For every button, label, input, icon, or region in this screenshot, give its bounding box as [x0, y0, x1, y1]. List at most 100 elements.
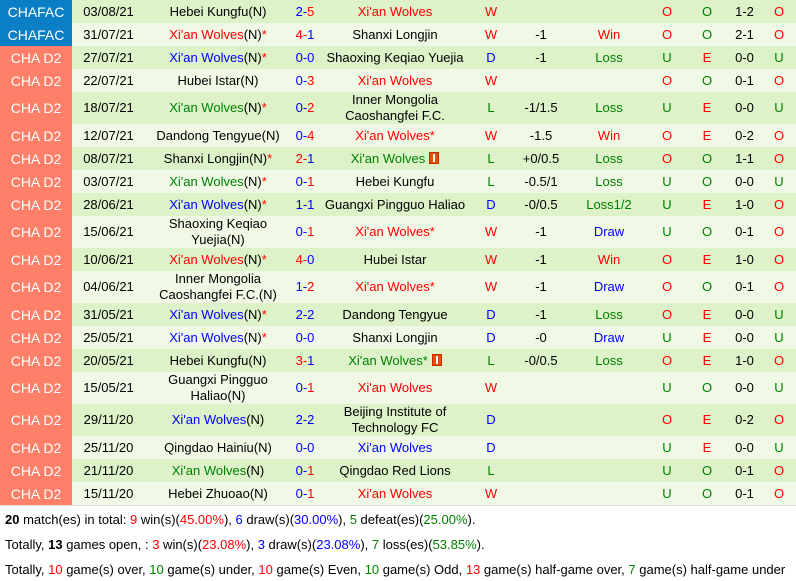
score-cell[interactable]: 2-1	[291, 147, 319, 170]
score-cell[interactable]: 1-1	[291, 193, 319, 216]
home-team-cell[interactable]: Xi'an Wolves(N)*	[145, 92, 291, 124]
home-team-name[interactable]: Xi'an Wolves	[169, 26, 244, 42]
home-team-cell[interactable]: Xi'an Wolves(N)*	[145, 170, 291, 193]
away-team-name[interactable]: Xi'an Wolves	[357, 380, 433, 395]
league-cell[interactable]: CHA D2	[0, 124, 72, 147]
home-team-cell[interactable]: Hebei Kungfu(N)	[145, 349, 291, 372]
home-team-cell[interactable]: Xi'an Wolves(N)*	[145, 303, 291, 326]
home-team-cell[interactable]: Shaoxing Keqiao Yuejia(N)	[145, 216, 291, 248]
league-cell[interactable]: CHA D2	[0, 271, 72, 303]
home-team-name[interactable]: Xi'an Wolves	[169, 306, 244, 322]
home-team-cell[interactable]: Xi'an Wolves(N)	[145, 459, 291, 482]
score-cell[interactable]: 2-2	[291, 303, 319, 326]
away-team-cell[interactable]: Xi'an Wolves*	[319, 216, 471, 248]
home-team-name[interactable]: Xi'an Wolves	[171, 412, 247, 427]
league-cell[interactable]: CHA D2	[0, 349, 72, 372]
home-team-cell[interactable]: Hebei Zhuoao(N)	[145, 482, 291, 505]
away-team-cell[interactable]: Xi'an Wolves	[319, 0, 471, 23]
away-team-name[interactable]: Shanxi Longjin	[352, 329, 438, 345]
home-team-name[interactable]: Hebei Kungfu	[169, 352, 249, 368]
league-cell[interactable]: CHA D2	[0, 248, 72, 271]
home-team-cell[interactable]: Xi'an Wolves(N)	[145, 404, 291, 436]
away-team-cell[interactable]: Inner Mongolia Caoshangfei F.C.	[319, 92, 471, 124]
away-team-cell[interactable]: Xi'an Wolves	[319, 372, 471, 404]
away-team-name[interactable]: Xi'an Wolves	[357, 72, 433, 88]
score-cell[interactable]: 0-4	[291, 124, 319, 147]
league-cell[interactable]: CHA D2	[0, 193, 72, 216]
home-team-name[interactable]: Xi'an Wolves	[169, 173, 244, 189]
home-team-name[interactable]: Qingdao Hainiu	[164, 439, 254, 455]
away-team-name[interactable]: Hubei Istar	[363, 251, 427, 267]
league-cell[interactable]: CHA D2	[0, 92, 72, 124]
league-cell[interactable]: CHA D2	[0, 436, 72, 459]
away-team-cell[interactable]: Hebei Kungfu	[319, 170, 471, 193]
away-team-name[interactable]: Hebei Kungfu	[355, 173, 435, 189]
home-team-name[interactable]: Guangxi Pingguo Haliao	[168, 372, 268, 403]
away-team-cell[interactable]: Xi'an Wolves	[319, 482, 471, 505]
home-team-name[interactable]: Xi'an Wolves	[171, 462, 247, 478]
score-cell[interactable]: 0-0	[291, 46, 319, 69]
home-team-cell[interactable]: Inner Mongolia Caoshangfei F.C.(N)	[145, 271, 291, 303]
score-cell[interactable]: 4-1	[291, 23, 319, 46]
league-cell[interactable]: CHA D2	[0, 459, 72, 482]
away-team-cell[interactable]: Shaoxing Keqiao Yuejia	[319, 46, 471, 69]
home-team-name[interactable]: Dandong Tengyue	[156, 127, 262, 143]
home-team-name[interactable]: Shanxi Longjin	[163, 150, 250, 166]
league-cell[interactable]: CHA D2	[0, 170, 72, 193]
home-team-name[interactable]: Xi'an Wolves	[169, 196, 244, 212]
score-cell[interactable]: 0-1	[291, 459, 319, 482]
score-cell[interactable]: 0-0	[291, 436, 319, 459]
league-cell[interactable]: CHA D2	[0, 372, 72, 404]
away-team-cell[interactable]: Xi'an Wolves	[319, 147, 471, 170]
away-team-name[interactable]: Xi'an Wolves	[357, 485, 433, 501]
league-cell[interactable]: CHA D2	[0, 147, 72, 170]
score-cell[interactable]: 0-1	[291, 170, 319, 193]
away-team-cell[interactable]: Hubei Istar	[319, 248, 471, 271]
away-team-name[interactable]: Inner Mongolia Caoshangfei F.C.	[345, 92, 445, 123]
home-team-cell[interactable]: Shanxi Longjin(N)*	[145, 147, 291, 170]
score-cell[interactable]: 0-3	[291, 69, 319, 92]
away-team-cell[interactable]: Qingdao Red Lions	[319, 459, 471, 482]
league-cell[interactable]: CHA D2	[0, 404, 72, 436]
home-team-cell[interactable]: Xi'an Wolves(N)*	[145, 46, 291, 69]
home-team-name[interactable]: Hebei Zhuoao	[168, 485, 250, 501]
league-cell[interactable]: CHAFAC	[0, 0, 72, 23]
home-team-cell[interactable]: Hubei Istar(N)	[145, 69, 291, 92]
home-team-cell[interactable]: Hebei Kungfu(N)	[145, 0, 291, 23]
home-team-cell[interactable]: Xi'an Wolves(N)*	[145, 23, 291, 46]
score-cell[interactable]: 2-2	[291, 404, 319, 436]
away-team-name[interactable]: Xi'an Wolves*	[355, 279, 435, 294]
away-team-name[interactable]: Dandong Tengyue	[342, 306, 448, 322]
away-team-cell[interactable]: Guangxi Pingguo Haliao	[319, 193, 471, 216]
away-team-cell[interactable]: Xi'an Wolves*	[319, 271, 471, 303]
home-team-cell[interactable]: Guangxi Pingguo Haliao(N)	[145, 372, 291, 404]
away-team-name[interactable]: Qingdao Red Lions	[339, 462, 451, 478]
away-team-name[interactable]: Xi'an Wolves	[350, 150, 426, 166]
home-team-cell[interactable]: Xi'an Wolves(N)*	[145, 326, 291, 349]
league-cell[interactable]: CHA D2	[0, 326, 72, 349]
home-team-cell[interactable]: Xi'an Wolves(N)*	[145, 193, 291, 216]
score-cell[interactable]: 0-2	[291, 92, 319, 124]
away-team-cell[interactable]: Beijing Institute of Technology FC	[319, 404, 471, 436]
score-cell[interactable]: 0-1	[291, 372, 319, 404]
league-cell[interactable]: CHA D2	[0, 303, 72, 326]
league-cell[interactable]: CHA D2	[0, 482, 72, 505]
score-cell[interactable]: 2-5	[291, 0, 319, 23]
home-team-name[interactable]: Xi'an Wolves	[169, 329, 244, 345]
home-team-cell[interactable]: Dandong Tengyue(N)	[145, 124, 291, 147]
league-cell[interactable]: CHA D2	[0, 216, 72, 248]
away-team-cell[interactable]: Shanxi Longjin	[319, 23, 471, 46]
score-cell[interactable]: 0-1	[291, 482, 319, 505]
home-team-name[interactable]: Xi'an Wolves	[169, 49, 244, 65]
home-team-name[interactable]: Hubei Istar	[177, 72, 241, 88]
away-team-name[interactable]: Xi'an Wolves*	[355, 224, 435, 239]
home-team-name[interactable]: Shaoxing Keqiao Yuejia	[168, 216, 268, 247]
league-cell[interactable]: CHA D2	[0, 46, 72, 69]
away-team-cell[interactable]: Shanxi Longjin	[319, 326, 471, 349]
away-team-name[interactable]: Xi'an Wolves*	[348, 352, 428, 368]
home-team-name[interactable]: Hebei Kungfu	[169, 3, 249, 19]
away-team-name[interactable]: Shaoxing Keqiao Yuejia	[326, 49, 464, 65]
away-team-name[interactable]: Beijing Institute of Technology FC	[343, 404, 447, 435]
away-team-name[interactable]: Shanxi Longjin	[352, 26, 438, 42]
away-team-name[interactable]: Xi'an Wolves*	[355, 127, 435, 143]
